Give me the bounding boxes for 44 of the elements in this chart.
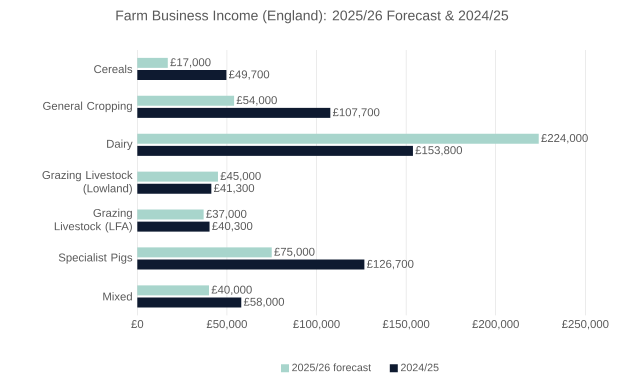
data-label: £40,000 bbox=[212, 286, 252, 295]
data-label: £45,000 bbox=[220, 172, 261, 182]
data-label: £40,300 bbox=[212, 222, 252, 232]
x-tick-label: £100,000 bbox=[293, 320, 340, 330]
data-label: £153,800 bbox=[416, 146, 462, 156]
data-label: £58,000 bbox=[244, 298, 284, 308]
data-label: £49,700 bbox=[228, 70, 270, 80]
y-tick-label: Dairy bbox=[107, 139, 133, 150]
y-tick-label: Grazing Livestock (LFA) bbox=[54, 208, 132, 233]
bar bbox=[137, 210, 204, 220]
data-label: £54,000 bbox=[236, 96, 277, 106]
bar bbox=[137, 58, 168, 68]
legend-label: 2025/26 forecast bbox=[292, 363, 372, 372]
bar bbox=[137, 96, 234, 106]
x-tick-label: £150,000 bbox=[382, 320, 430, 330]
bar bbox=[137, 222, 210, 232]
bar bbox=[137, 285, 210, 296]
y-tick-label: Grazing Livestock (Lowland) bbox=[42, 170, 133, 195]
y-tick-label: Mixed bbox=[103, 292, 132, 301]
bar bbox=[137, 172, 218, 182]
bar bbox=[137, 70, 226, 80]
data-label: £107,700 bbox=[332, 108, 380, 118]
bar bbox=[137, 108, 330, 118]
bar bbox=[137, 184, 212, 194]
bar bbox=[137, 134, 539, 144]
chart-title: Farm Business Income (England): 2025/26 Forecast & 2024/25 bbox=[116, 10, 508, 24]
bar bbox=[137, 297, 242, 308]
y-tick-label: Cereals bbox=[94, 64, 132, 74]
bar bbox=[137, 247, 272, 258]
bar bbox=[137, 260, 364, 270]
x-tick-label: £250,000 bbox=[562, 320, 609, 330]
data-label: £126,700 bbox=[366, 260, 414, 270]
x-tick-label: £200,000 bbox=[472, 320, 519, 330]
data-label: £17,000 bbox=[170, 58, 211, 68]
data-label: £37,000 bbox=[206, 210, 246, 220]
y-tick-label: Specialist Pigs bbox=[58, 253, 132, 264]
data-label: £41,300 bbox=[214, 184, 254, 194]
legend-label: 2024/25 bbox=[401, 363, 439, 372]
x-tick-label: £0 bbox=[131, 320, 144, 328]
bar bbox=[137, 146, 413, 156]
data-label: £75,000 bbox=[274, 248, 315, 258]
data-label: £224,000 bbox=[541, 134, 588, 144]
y-tick-label: General Cropping bbox=[43, 102, 132, 112]
x-tick-label: £50,000 bbox=[206, 320, 247, 330]
